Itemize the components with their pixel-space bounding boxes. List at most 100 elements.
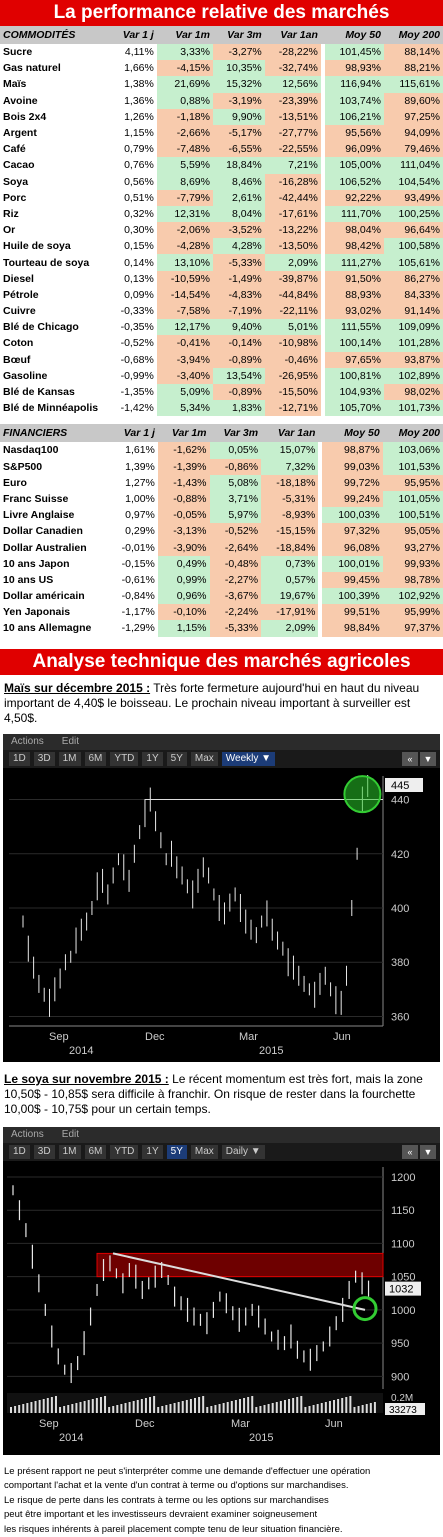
range-button[interactable]: YTD — [110, 1144, 139, 1159]
value-cell: 0,76% — [124, 159, 154, 172]
value-cell: -2,27% — [209, 571, 262, 588]
range-button[interactable]: Max — [190, 1144, 218, 1159]
mais-paragraph: Maïs sur décembre 2015 : Très forte ferm… — [0, 675, 443, 726]
range-button[interactable]: YTD — [110, 751, 139, 766]
column-header: Moy 50 — [322, 424, 383, 443]
column-gap — [318, 539, 323, 556]
value-cell: 98,04% — [324, 222, 384, 239]
value-cell: -1,42% — [120, 402, 154, 415]
column-gap — [320, 157, 325, 174]
column-gap — [320, 92, 325, 109]
value-cell: 0,30% — [124, 224, 154, 237]
value-cell: -5,33% — [212, 254, 265, 271]
value-cell: 111,04% — [383, 157, 443, 174]
range-button[interactable]: 1Y — [142, 751, 163, 766]
value-cell: 19,67% — [261, 588, 319, 605]
value-cell: -3,40% — [156, 367, 213, 384]
range-button[interactable]: 1Y — [142, 1144, 163, 1159]
chevron-down-icon[interactable]: ▼ — [420, 1144, 436, 1159]
instrument-name: Tourteau de soya — [3, 256, 90, 269]
y-tick-label: 950 — [391, 1338, 409, 1350]
value-cell: 0,51% — [124, 191, 154, 204]
range-button[interactable]: 5Y — [166, 1144, 187, 1159]
column-gap — [320, 270, 325, 287]
range-button[interactable]: 1D — [9, 751, 30, 766]
actions-menu[interactable]: Actions — [11, 1128, 44, 1140]
commodities-table: COMMODITÉS Var 1 j Var 1m Var 3m Var 1an Moy … — [0, 26, 443, 417]
range-button[interactable]: 1M — [58, 751, 81, 766]
value-cell: 3,33% — [156, 44, 213, 61]
chevron-down-icon[interactable]: ▼ — [420, 751, 436, 766]
column-gap — [320, 303, 325, 320]
mais-price-plot: 440 420 400 380 360 445 Sep Dec Mar Jun 2014 2015 — [9, 774, 423, 1057]
range-button[interactable]: Max — [190, 751, 218, 766]
column-gap — [320, 335, 325, 352]
value-cell: -0,01% — [121, 541, 155, 554]
range-button[interactable]: 6M — [84, 751, 107, 766]
range-button[interactable]: 3D — [33, 751, 55, 766]
value-cell: 1,15% — [124, 127, 154, 140]
range-button[interactable]: 1M — [58, 1144, 81, 1159]
value-cell: -1,29% — [121, 622, 155, 635]
column-gap — [318, 442, 323, 459]
edit-menu[interactable]: Edit — [61, 735, 80, 747]
chart1-range-bar: 1D 3D 1M 6M YTD 1Y 5Y Max Weekly ▼ — [3, 749, 440, 768]
column-gap — [320, 286, 325, 303]
instrument-name: Bois 2x4 — [3, 110, 47, 123]
commodities-row: Soya 0,56% 8,69% 8,46% -16,28% 106,52% 104,54% — [0, 173, 443, 190]
value-cell: 86,27% — [383, 270, 443, 287]
value-cell: -12,71% — [264, 400, 321, 417]
value-cell: -16,28% — [264, 173, 321, 190]
value-cell: 4,28% — [212, 238, 265, 255]
value-cell: 109,09% — [383, 319, 443, 336]
edit-menu[interactable]: Edit — [61, 1128, 80, 1140]
value-cell: -0,68% — [120, 353, 154, 366]
value-cell: 100,03% — [322, 507, 383, 524]
instrument-name: Argent — [3, 127, 37, 140]
y-tick-label: 360 — [391, 1011, 409, 1023]
commodities-row: Bœuf -0,68% -3,94% -0,89% -0,46% 97,65% 93,87% — [0, 351, 443, 368]
value-cell: 104,93% — [324, 383, 384, 401]
commodities-row: Bois 2x4 1,26% -1,18% 9,90% -13,51% 106,21% 97… — [0, 108, 443, 125]
instrument-name: Or — [3, 224, 16, 237]
collapse-icon[interactable]: « — [402, 1144, 418, 1159]
range-button[interactable]: Daily ▼ — [221, 1144, 265, 1159]
value-cell: -0,15% — [121, 557, 155, 570]
value-cell: 93,49% — [383, 189, 443, 206]
value-cell: 1,36% — [124, 94, 154, 107]
x-month-label: Jun — [333, 1031, 351, 1043]
value-cell: -18,18% — [261, 474, 319, 491]
value-cell: 0,56% — [124, 175, 154, 188]
financials-row: Nasdaq100 1,61% -1,62% 0,05% 15,07% 98,87% 103… — [0, 442, 443, 459]
instrument-name: Nasdaq100 — [3, 444, 59, 457]
instrument-name: Soya — [3, 175, 29, 188]
value-cell: 93,27% — [382, 539, 443, 556]
range-button[interactable]: 5Y — [166, 751, 187, 766]
value-cell: 1,38% — [124, 78, 154, 91]
value-cell: 98,84% — [322, 620, 383, 637]
value-cell: 98,93% — [324, 60, 384, 77]
x-year-label: 2015 — [259, 1045, 283, 1057]
range-button[interactable]: Weekly ▼ — [221, 751, 276, 766]
column-gap — [318, 490, 323, 508]
actions-menu[interactable]: Actions — [11, 735, 44, 747]
value-cell: 0,88% — [156, 92, 213, 109]
value-cell: -4,15% — [156, 60, 213, 77]
collapse-icon[interactable]: « — [402, 751, 418, 766]
column-gap — [318, 571, 323, 588]
volume-last-box — [385, 1402, 425, 1415]
mais-text: Très forte fermeture aujourd'hui en haut… — [4, 680, 420, 725]
range-button[interactable]: 1D — [9, 1144, 30, 1159]
range-button[interactable]: 3D — [33, 1144, 55, 1159]
value-cell: 106,52% — [324, 173, 384, 190]
value-cell: -0,88% — [157, 490, 210, 508]
value-cell: -2,06% — [156, 222, 213, 239]
value-cell: 100,51% — [382, 507, 443, 524]
value-cell: -18,84% — [261, 539, 319, 556]
range-button[interactable]: 6M — [84, 1144, 107, 1159]
instrument-name: Porc — [3, 191, 27, 204]
value-cell: 98,42% — [324, 238, 384, 255]
chart2-toolbar: Actions Edit — [3, 1126, 440, 1143]
column-gap — [318, 424, 323, 443]
last-price-label: 445 — [391, 780, 409, 792]
